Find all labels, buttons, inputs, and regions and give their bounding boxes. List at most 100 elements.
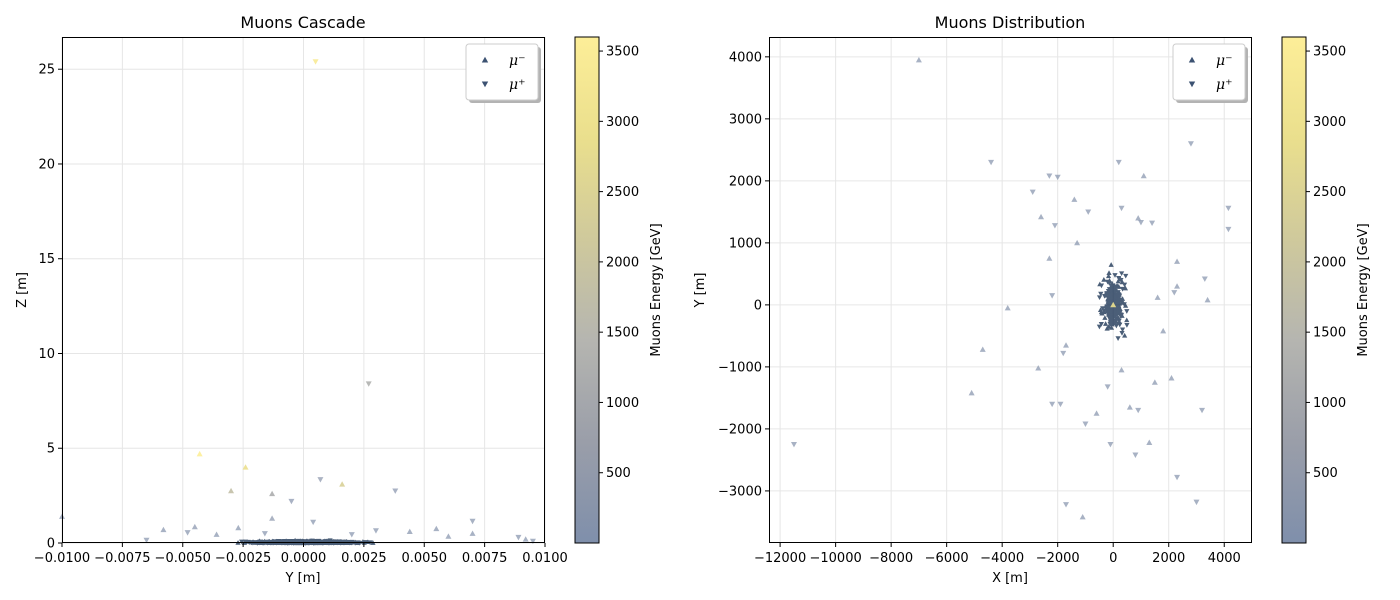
data-point (1106, 270, 1112, 275)
data-point (1102, 315, 1108, 320)
data-point (1160, 327, 1167, 334)
data-point (312, 59, 319, 65)
data-point (1096, 324, 1103, 330)
data-point (1225, 226, 1232, 233)
data-point (1116, 306, 1122, 312)
chart-title: Muons Cascade (240, 13, 365, 32)
data-point (1111, 310, 1117, 316)
plot-frame (62, 37, 545, 543)
legend: μ⁻ μ⁺ (465, 43, 541, 103)
data-point (1054, 174, 1061, 181)
data-point (1109, 321, 1115, 327)
data-point (242, 464, 249, 470)
y-tick-label: 1000 (729, 236, 762, 251)
data-point (1124, 317, 1130, 323)
data-point (1114, 311, 1120, 317)
data-point (1119, 296, 1126, 301)
data-point (1107, 442, 1114, 448)
data-point (1187, 141, 1194, 147)
x-tick-label: 2000 (1152, 551, 1185, 566)
data-point (1105, 273, 1112, 279)
data-point (1119, 279, 1125, 285)
colorbar-tick-label: 3000 (1313, 115, 1346, 130)
data-point (1116, 275, 1122, 281)
colorbar-tick-label: 3500 (1313, 45, 1346, 60)
data-point (1108, 319, 1114, 324)
data-point (1107, 298, 1113, 304)
x-tick-label: −8000 (869, 551, 913, 566)
data-point (1174, 474, 1181, 481)
data-point (1109, 284, 1115, 289)
data-point (1114, 302, 1120, 308)
data-point (1124, 309, 1130, 314)
data-point (1115, 159, 1122, 166)
data-point (269, 490, 276, 497)
data-point (160, 526, 167, 533)
data-point (288, 498, 295, 505)
x-tick-label: 4000 (1208, 551, 1241, 566)
data-point (968, 389, 975, 396)
colorbar-tick-label: 1000 (1313, 396, 1346, 411)
legend: μ⁻ μ⁺ (1172, 43, 1248, 103)
data-point (522, 536, 529, 542)
legend-marker (481, 56, 489, 63)
data-point (1119, 271, 1125, 277)
data-point (1199, 407, 1206, 414)
data-point (196, 450, 203, 457)
data-point (1035, 365, 1042, 371)
data-point (1204, 296, 1211, 303)
x-tick-label: −12000 (754, 551, 806, 566)
colorbar-tick-label: 3000 (606, 115, 639, 130)
colorbar: 500 1000 1500 2000 2500 3000 3500 (574, 36, 639, 544)
data-point (1060, 350, 1067, 357)
y-tick-label: 15 (38, 252, 55, 267)
data-point (1101, 277, 1107, 282)
data-point (1085, 209, 1092, 215)
data-point (256, 539, 262, 545)
colorbar-tick-label: 1500 (606, 326, 639, 341)
data-point (1057, 401, 1064, 408)
data-point (1113, 319, 1119, 324)
data-point (392, 488, 399, 494)
colorbar: 500 1000 1500 2000 2500 3000 3500 (1281, 36, 1346, 544)
colorbar-strip (1281, 36, 1307, 544)
legend-label: μ⁺ (509, 77, 526, 93)
y-tick-label: −2000 (718, 422, 762, 437)
data-point (1154, 294, 1161, 300)
data-point (1074, 239, 1081, 246)
legend-box (465, 43, 539, 101)
data-point (1109, 294, 1115, 300)
y-tick-label: 3000 (729, 112, 762, 127)
data-point (239, 539, 245, 545)
chart-panel-cascade: Muons Cascade −0.0100 −0.0075 −0.0050 −0.00… (15, 13, 664, 586)
x-tick-label: −10000 (809, 551, 861, 566)
chart-panel-distribution: Muons Distribution −12000 −10000 −8000 −600… (693, 13, 1371, 586)
x-tick-label: 0.0000 (281, 551, 327, 566)
data-point (1109, 315, 1115, 320)
data-point (372, 528, 379, 534)
data-point (317, 477, 324, 483)
data-point (310, 519, 317, 526)
colorbar-label: Muons Energy [GeV] (649, 223, 664, 356)
data-point (469, 530, 476, 536)
data-point (515, 534, 522, 541)
data-point (1046, 173, 1053, 179)
legend-marker (1188, 81, 1196, 88)
x-tick-label: −0.0100 (34, 551, 90, 566)
colorbar-tick-label: 500 (1313, 466, 1338, 481)
data-point (1122, 332, 1128, 338)
legend-label: μ⁻ (1216, 53, 1233, 69)
data-point (1093, 410, 1100, 416)
data-point (1063, 502, 1070, 508)
data-point (269, 515, 276, 521)
y-axis-label: Y [m] (693, 273, 708, 309)
data-point (1079, 513, 1086, 520)
data-point (1111, 313, 1117, 319)
data-point (1149, 220, 1156, 227)
x-tick-label: 0 (1109, 551, 1117, 566)
data-point (988, 159, 995, 166)
y-tick-label: 4000 (729, 50, 762, 65)
x-tick-label: −0.0075 (94, 551, 150, 566)
data-point (1124, 323, 1130, 328)
data-point (213, 531, 220, 537)
